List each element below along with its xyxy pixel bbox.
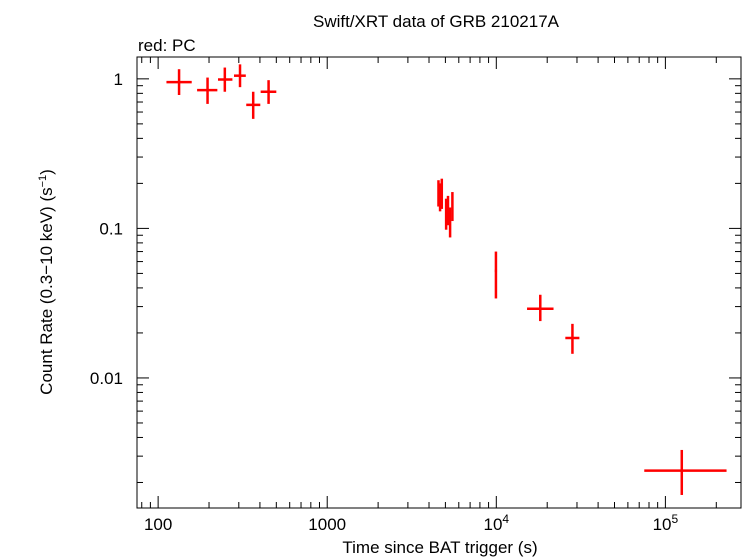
data-point <box>644 449 727 495</box>
y-axis-tick-labels: 1 0.1 0.01 <box>90 70 123 388</box>
y-tick-label: 1 <box>114 70 123 89</box>
data-point <box>494 251 498 299</box>
y-axis-ticks <box>137 78 741 483</box>
x-axis-ticks <box>141 57 717 508</box>
y-tick-label: 0.01 <box>90 369 123 388</box>
data-point <box>446 195 450 226</box>
y-axis-label-main: Count Rate (0.3−10 keV) (s <box>37 187 56 394</box>
y-axis-label-exponent: −1 <box>37 175 49 188</box>
plot-frame <box>136 56 742 509</box>
data-point <box>218 67 233 92</box>
data-point <box>448 207 452 238</box>
y-tick-label: 0.1 <box>99 219 123 238</box>
chart-title: Swift/XRT data of GRB 210217A <box>313 12 560 31</box>
y-axis-label-end: ) <box>37 169 56 175</box>
data-point <box>440 178 444 209</box>
data-point <box>166 69 192 95</box>
x-tick-label: 100 <box>144 515 172 534</box>
data-point <box>444 198 448 230</box>
x-tick-label: 104 <box>483 512 509 534</box>
data-point <box>527 294 554 322</box>
x-axis-label: Time since BAT trigger (s) <box>342 538 537 557</box>
x-tick-label: 105 <box>653 512 679 534</box>
x-tick-label: 1000 <box>308 515 346 534</box>
data-point <box>233 64 246 88</box>
chart-subtitle: red: PC <box>138 36 196 55</box>
x-axis-tick-labels: 100 1000 104 105 <box>144 512 679 534</box>
data-point <box>438 183 442 212</box>
data-point <box>246 91 261 119</box>
data-series-pc <box>166 64 727 495</box>
data-point <box>565 323 580 354</box>
data-point <box>197 77 218 104</box>
data-point <box>451 192 454 222</box>
y-axis-label: Count Rate (0.3−10 keV) (s−1) <box>37 169 56 395</box>
data-point <box>260 80 277 104</box>
